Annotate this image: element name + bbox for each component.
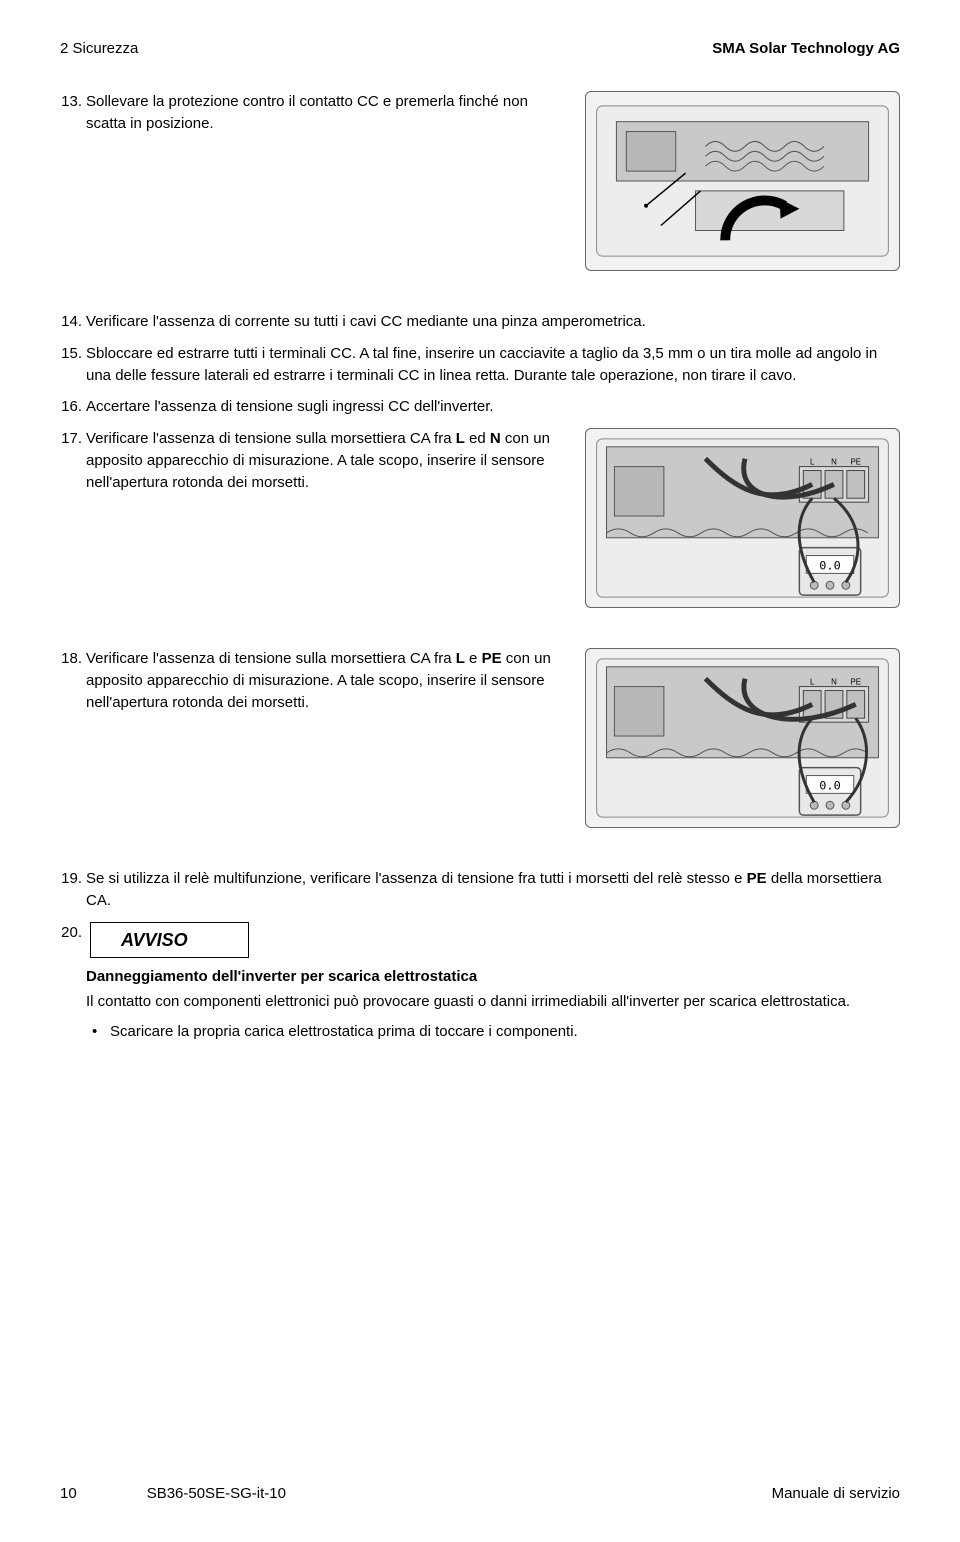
meter-reading: 0.0 (819, 558, 840, 572)
text-fragment: e (465, 650, 482, 667)
footer-left: 10 SB36-50SE-SG-it-10 (60, 1485, 286, 1502)
page-footer: 10 SB36-50SE-SG-it-10 Manuale di servizi… (60, 1485, 900, 1502)
footer-page-number: 10 (60, 1485, 77, 1502)
footer-doc-type: Manuale di servizio (772, 1485, 900, 1502)
step-text: 18. Verificare l'assenza di tensione sul… (60, 648, 555, 713)
figure-step-17: L N PE 0.0 (585, 428, 900, 608)
page-header: 2 Sicurezza SMA Solar Technology AG (60, 40, 900, 57)
step-15: 15. Sbloccare ed estrarre tutti i termin… (60, 343, 900, 387)
step-number: 20. (60, 922, 86, 1043)
step-text: 19. Se si utilizza il relè multifunzione… (60, 868, 900, 912)
main-content: 13. Sollevare la protezione contro il co… (60, 91, 900, 1043)
step-body: Verificare l'assenza di corrente su tutt… (86, 311, 900, 333)
bold-L: L (456, 650, 465, 667)
step-14: 14. Verificare l'assenza di corrente su … (60, 311, 900, 333)
figure-step-13 (585, 91, 900, 271)
diagram-meter-L-PE: L N PE 0.0 (586, 649, 899, 827)
bold-PE: PE (747, 870, 767, 887)
step-number: 17. (60, 428, 86, 493)
bold-PE: PE (482, 650, 502, 667)
label-L: L (810, 458, 815, 467)
step-body: Se si utilizza il relè multifunzione, ve… (86, 868, 900, 912)
step-number: 18. (60, 648, 86, 713)
step-body: Sollevare la protezione contro il contat… (86, 91, 555, 135)
step-text: 20. AVVISO Danneggiamento dell'inverter … (60, 922, 900, 1043)
text-fragment: ed (465, 430, 490, 447)
step-number: 13. (60, 91, 86, 135)
step-text: 13. Sollevare la protezione contro il co… (60, 91, 555, 135)
text-fragment: Verificare l'assenza di tensione sulla m… (86, 430, 456, 447)
svg-text:0.0: 0.0 (819, 778, 840, 792)
diagram-protection-cover (586, 92, 899, 270)
text-fragment: Verificare l'assenza di tensione sulla m… (86, 650, 456, 667)
label-PE: PE (850, 458, 861, 467)
step-13: 13. Sollevare la protezione contro il co… (60, 91, 900, 271)
header-company: SMA Solar Technology AG (712, 40, 900, 57)
step-number: 14. (60, 311, 86, 333)
step-20: 20. AVVISO Danneggiamento dell'inverter … (60, 922, 900, 1043)
svg-text:L: L (810, 678, 815, 687)
step-text: 15. Sbloccare ed estrarre tutti i termin… (60, 343, 900, 387)
step-number: 15. (60, 343, 86, 387)
avviso-heading: Danneggiamento dell'inverter per scarica… (86, 966, 900, 988)
avviso-label-box: AVVISO (90, 922, 249, 958)
step-body: Verificare l'assenza di tensione sulla m… (86, 428, 555, 493)
step-body: Sbloccare ed estrarre tutti i terminali … (86, 343, 900, 387)
figure-step-18: L N PE 0.0 (585, 648, 900, 828)
step-text: 17. Verificare l'assenza di tensione sul… (60, 428, 555, 493)
step-18: 18. Verificare l'assenza di tensione sul… (60, 648, 900, 828)
step-19: 19. Se si utilizza il relè multifunzione… (60, 868, 900, 912)
step-text: 16. Accertare l'assenza di tensione sugl… (60, 396, 900, 418)
label-N: N (831, 458, 837, 467)
avviso-bullet: • Scaricare la propria carica elettrosta… (86, 1021, 900, 1043)
step-body: AVVISO Danneggiamento dell'inverter per … (86, 922, 900, 1043)
bullet-icon: • (86, 1021, 110, 1043)
header-section-title: 2 Sicurezza (60, 40, 138, 57)
bold-N: N (490, 430, 501, 447)
text-fragment: Se si utilizza il relè multifunzione, ve… (86, 870, 747, 887)
step-text: 14. Verificare l'assenza di corrente su … (60, 311, 900, 333)
step-17: 17. Verificare l'assenza di tensione sul… (60, 428, 900, 608)
step-16: 16. Accertare l'assenza di tensione sugl… (60, 396, 900, 418)
footer-doc-code: SB36-50SE-SG-it-10 (147, 1485, 286, 1502)
avviso-paragraph: Il contatto con componenti elettronici p… (86, 991, 900, 1013)
svg-text:N: N (831, 678, 837, 687)
diagram-meter-L-N: L N PE 0.0 (586, 429, 899, 607)
bullet-text: Scaricare la propria carica elettrostati… (110, 1021, 578, 1043)
step-number: 16. (60, 396, 86, 418)
bold-L: L (456, 430, 465, 447)
svg-text:PE: PE (850, 678, 861, 687)
step-body: Accertare l'assenza di tensione sugli in… (86, 396, 900, 418)
step-number: 19. (60, 868, 86, 912)
step-body: Verificare l'assenza di tensione sulla m… (86, 648, 555, 713)
